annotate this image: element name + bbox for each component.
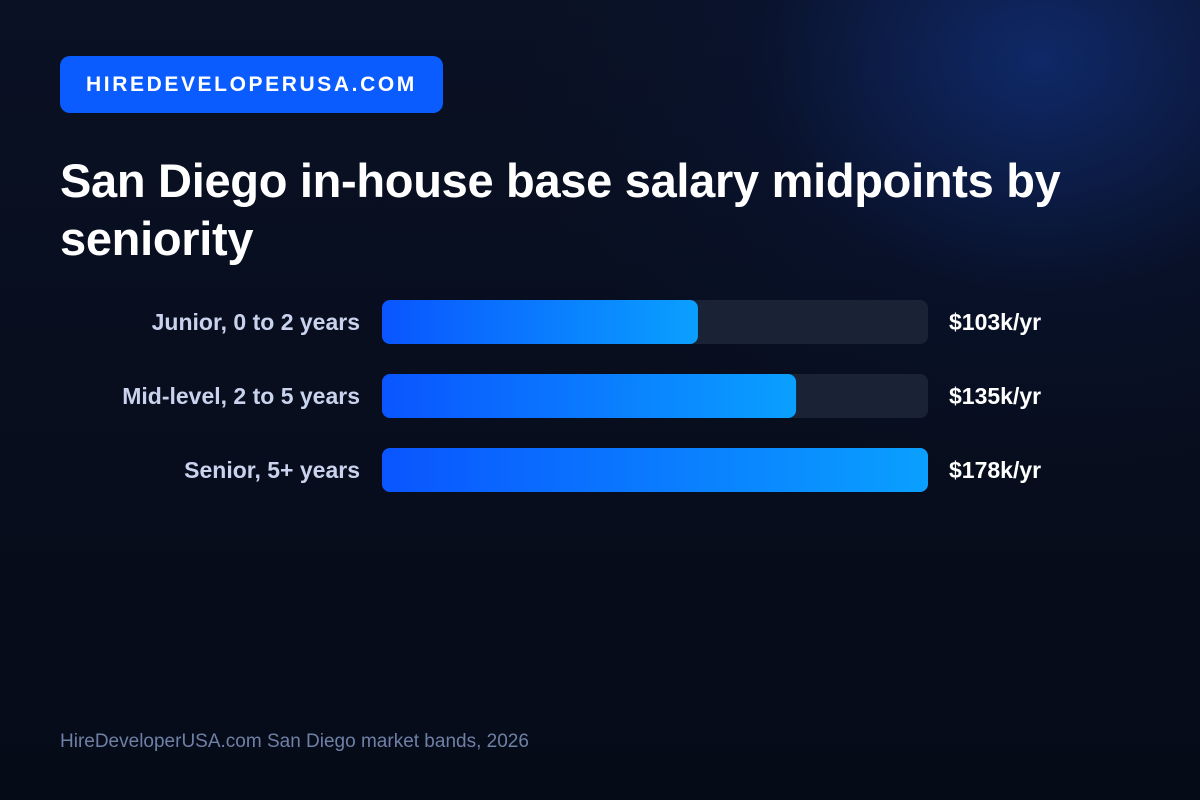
value-label: $135k/yr — [949, 383, 1041, 409]
source-note: HireDeveloperUSA.com San Diego market ba… — [60, 731, 529, 752]
bar — [382, 448, 928, 492]
category-label: Junior, 0 to 2 years — [152, 309, 360, 335]
chart-title: San Diego in-house base salary midpoints… — [60, 154, 1061, 265]
category-label: Mid-level, 2 to 5 years — [122, 383, 360, 409]
value-label: $103k/yr — [949, 309, 1041, 335]
value-label: $178k/yr — [949, 457, 1041, 483]
brand-badge-text: HIREDEVELOPERUSA.COM — [86, 72, 417, 96]
brand-badge: HIREDEVELOPERUSA.COM — [60, 56, 443, 113]
bar — [382, 300, 698, 344]
category-label: Senior, 5+ years — [184, 457, 360, 483]
bar — [382, 374, 797, 418]
